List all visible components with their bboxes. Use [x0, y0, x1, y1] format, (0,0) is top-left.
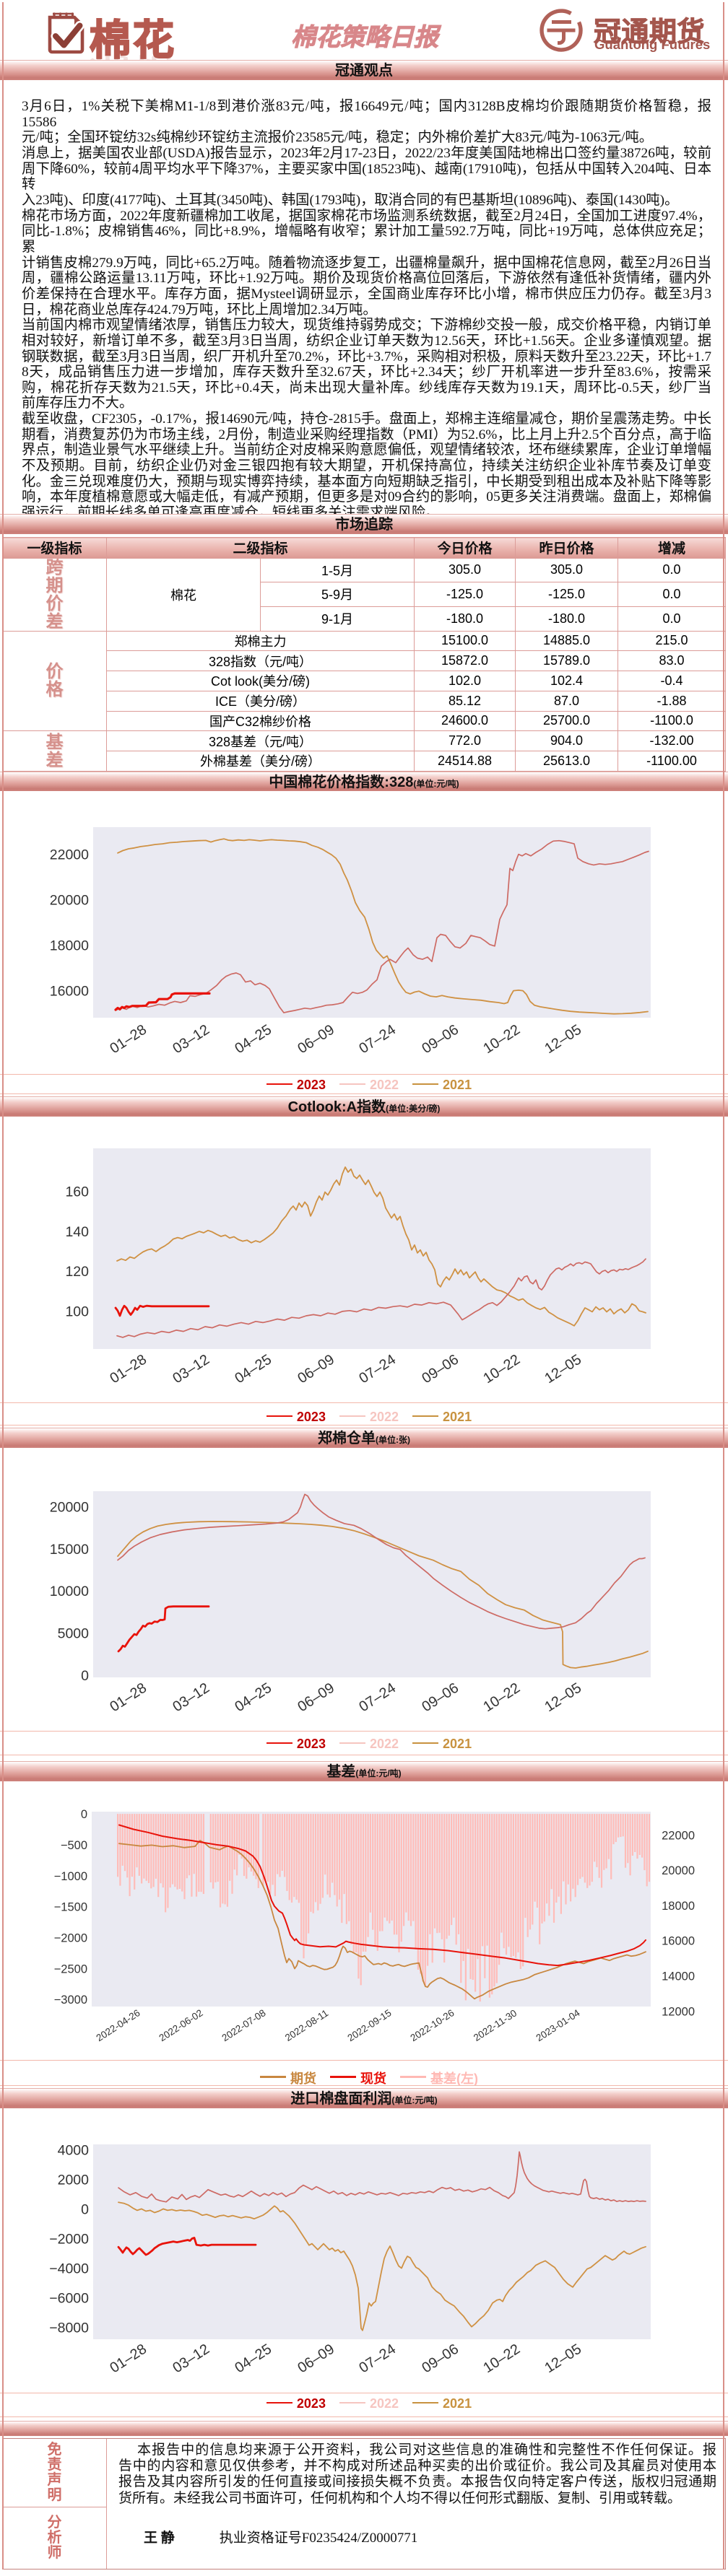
svg-text:10–22: 10–22 — [480, 1022, 523, 1057]
svg-text:−500: −500 — [61, 1839, 87, 1852]
svg-text:−1000: −1000 — [54, 1870, 87, 1883]
svg-text:0: 0 — [81, 2201, 89, 2217]
svg-text:12000: 12000 — [662, 2005, 695, 2018]
svg-text:2022-11-30: 2022-11-30 — [472, 2007, 519, 2043]
svg-text:04–25: 04–25 — [232, 1022, 274, 1057]
svg-text:22000: 22000 — [662, 1829, 695, 1842]
svg-text:2023-01-04: 2023-01-04 — [534, 2007, 582, 2043]
svg-text:12–05: 12–05 — [542, 1022, 584, 1057]
svg-text:03–12: 03–12 — [170, 2341, 212, 2377]
svg-text:100: 100 — [65, 1304, 89, 1319]
svg-text:06–09: 06–09 — [295, 1022, 337, 1057]
svg-text:10–22: 10–22 — [480, 2341, 523, 2377]
svg-text:20000: 20000 — [50, 892, 89, 908]
svg-text:20000: 20000 — [662, 1864, 695, 1877]
svg-text:2022-04-26: 2022-04-26 — [95, 2007, 142, 2043]
svg-text:0: 0 — [81, 1808, 87, 1821]
svg-text:2000: 2000 — [58, 2172, 90, 2188]
svg-text:−2000: −2000 — [49, 2232, 89, 2248]
svg-text:−8000: −8000 — [49, 2320, 89, 2336]
svg-text:20000: 20000 — [50, 1499, 89, 1515]
svg-text:14000: 14000 — [662, 1970, 695, 1983]
svg-text:12–05: 12–05 — [542, 1352, 584, 1387]
svg-text:04–25: 04–25 — [232, 2341, 274, 2377]
svg-text:18000: 18000 — [50, 938, 89, 953]
svg-text:09–06: 09–06 — [419, 1352, 462, 1387]
svg-text:−6000: −6000 — [49, 2291, 89, 2307]
svg-text:140: 140 — [65, 1224, 89, 1240]
svg-text:09–06: 09–06 — [419, 1022, 462, 1057]
svg-text:01–28: 01–28 — [107, 1352, 150, 1387]
svg-text:06–09: 06–09 — [295, 2341, 337, 2377]
svg-text:−2500: −2500 — [54, 1962, 87, 1975]
svg-text:160: 160 — [65, 1184, 89, 1200]
svg-text:4000: 4000 — [58, 2142, 90, 2158]
svg-text:03–12: 03–12 — [170, 1680, 212, 1716]
svg-text:−3000: −3000 — [54, 1994, 87, 2007]
svg-text:2022-07-08: 2022-07-08 — [220, 2007, 268, 2043]
svg-text:15000: 15000 — [50, 1542, 89, 1558]
svg-text:01–28: 01–28 — [107, 1022, 150, 1057]
svg-text:07–24: 07–24 — [356, 2341, 399, 2377]
svg-text:10–22: 10–22 — [480, 1680, 523, 1716]
svg-text:10–22: 10–22 — [480, 1352, 523, 1387]
svg-text:09–06: 09–06 — [419, 1680, 462, 1716]
svg-text:−1500: −1500 — [54, 1901, 87, 1914]
svg-text:04–25: 04–25 — [232, 1680, 274, 1716]
svg-text:−2000: −2000 — [54, 1932, 87, 1945]
svg-text:09–06: 09–06 — [419, 2341, 462, 2377]
svg-text:12–05: 12–05 — [542, 2341, 584, 2377]
svg-text:06–09: 06–09 — [295, 1352, 337, 1387]
svg-text:16000: 16000 — [50, 983, 89, 999]
svg-text:12–05: 12–05 — [542, 1680, 584, 1716]
svg-text:2022-09-15: 2022-09-15 — [346, 2007, 394, 2043]
svg-text:07–24: 07–24 — [356, 1022, 399, 1057]
svg-text:06–09: 06–09 — [295, 1680, 337, 1716]
svg-text:07–24: 07–24 — [356, 1352, 399, 1387]
svg-text:04–25: 04–25 — [232, 1352, 274, 1387]
svg-text:5000: 5000 — [58, 1626, 90, 1642]
svg-text:16000: 16000 — [662, 1935, 695, 1948]
svg-text:03–12: 03–12 — [170, 1352, 212, 1387]
svg-text:−4000: −4000 — [49, 2261, 89, 2277]
svg-text:0: 0 — [81, 1668, 89, 1684]
svg-text:01–28: 01–28 — [107, 2341, 150, 2377]
svg-text:2022-06-02: 2022-06-02 — [157, 2007, 205, 2043]
svg-text:2022-10-26: 2022-10-26 — [409, 2007, 456, 2043]
svg-text:10000: 10000 — [50, 1584, 89, 1599]
svg-text:2022-08-11: 2022-08-11 — [283, 2007, 330, 2043]
svg-text:120: 120 — [65, 1264, 89, 1280]
svg-text:22000: 22000 — [50, 847, 89, 863]
svg-text:03–12: 03–12 — [170, 1022, 212, 1057]
svg-text:01–28: 01–28 — [107, 1680, 150, 1716]
svg-text:18000: 18000 — [662, 1900, 695, 1913]
svg-text:07–24: 07–24 — [356, 1680, 399, 1716]
